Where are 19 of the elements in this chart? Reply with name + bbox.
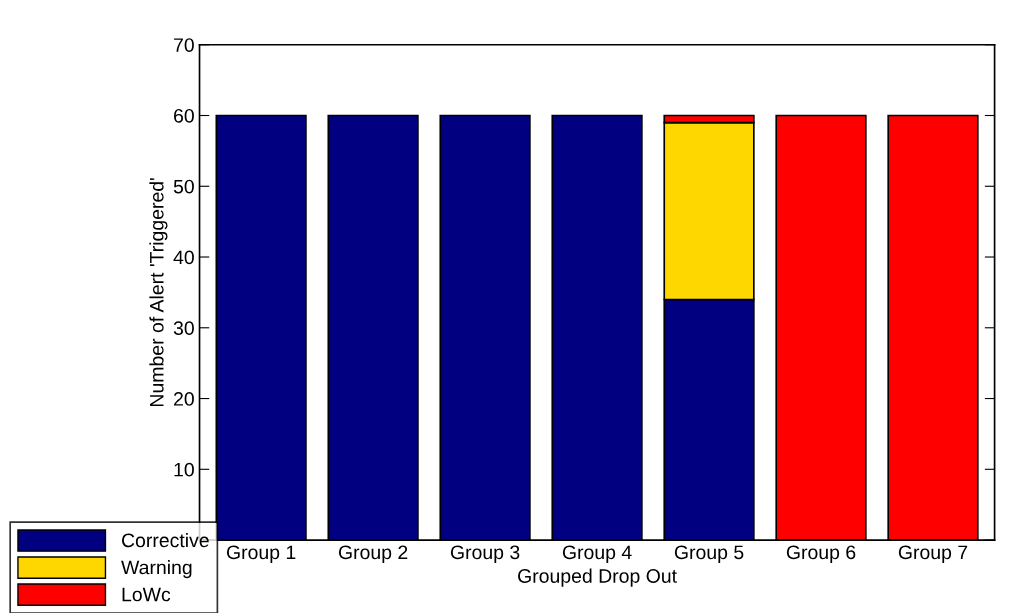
y-tick-label: 20 (174, 392, 194, 406)
y-tick-label: 70 (174, 38, 194, 52)
x-tick-label: Group 5 (674, 545, 744, 564)
x-tick-label: Group 4 (562, 545, 632, 564)
legend-label: Warning (121, 560, 192, 579)
x-tick-label: Group 2 (338, 545, 408, 564)
x-axis-title: Grouped Drop Out (518, 568, 677, 587)
legend-label: LoWc (122, 587, 171, 602)
y-tick-label: 10 (174, 462, 194, 477)
y-axis-title: Number of Alert 'Triggered' (149, 178, 168, 406)
y-tick-label: 60 (174, 108, 194, 123)
x-tick-label: Group 7 (898, 545, 968, 564)
y-tick-label: 50 (173, 179, 194, 194)
x-tick-label: Group 1 (226, 545, 296, 564)
x-tick-label: Group 6 (786, 545, 856, 564)
legend-label: Corrective (122, 532, 209, 548)
x-tick-label: Group 3 (450, 545, 520, 564)
y-tick-label: 30 (173, 321, 194, 336)
y-tick-label: 40 (173, 250, 194, 265)
